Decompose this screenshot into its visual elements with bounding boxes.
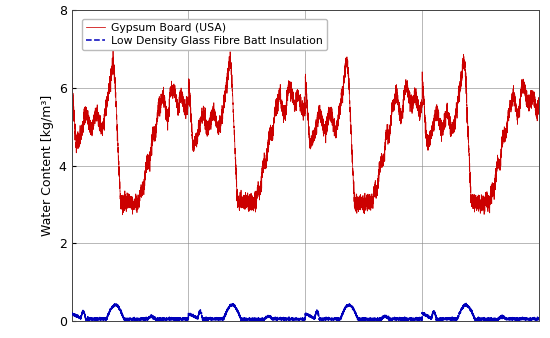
Low Density Glass Fibre Batt Insulation — [345, 303, 351, 307]
Low Density Glass Fibre Batt Insulation — [124, 319, 130, 323]
Low Density Glass Fibre Batt Insulation — [440, 317, 447, 321]
Legend: Gypsum Board (USA), Low Density Glass Fibre Batt Insulation: Gypsum Board (USA), Low Density Glass Fi… — [81, 19, 327, 50]
Low Density Glass Fibre Batt Insulation — [92, 317, 98, 321]
Y-axis label: Water Content [kg/m³]: Water Content [kg/m³] — [41, 95, 54, 236]
Low Density Glass Fibre Batt Insulation — [536, 318, 542, 322]
Low Density Glass Fibre Batt Insulation — [68, 311, 75, 315]
Gypsum Board (USA) — [92, 118, 98, 122]
Low Density Glass Fibre Batt Insulation — [463, 301, 469, 306]
Gypsum Board (USA) — [365, 198, 372, 202]
Gypsum Board (USA) — [415, 101, 421, 105]
Gypsum Board (USA) — [238, 205, 244, 209]
Line: Gypsum Board (USA): Gypsum Board (USA) — [72, 49, 539, 215]
Gypsum Board (USA) — [119, 213, 126, 217]
Gypsum Board (USA) — [68, 74, 75, 78]
Gypsum Board (USA) — [440, 126, 447, 130]
Gypsum Board (USA) — [536, 103, 542, 107]
Line: Low Density Glass Fibre Batt Insulation: Low Density Glass Fibre Batt Insulation — [72, 304, 539, 321]
Gypsum Board (USA) — [110, 47, 117, 51]
Low Density Glass Fibre Batt Insulation — [238, 316, 244, 320]
Low Density Glass Fibre Batt Insulation — [415, 316, 421, 320]
Low Density Glass Fibre Batt Insulation — [365, 318, 372, 322]
Gypsum Board (USA) — [345, 74, 351, 78]
